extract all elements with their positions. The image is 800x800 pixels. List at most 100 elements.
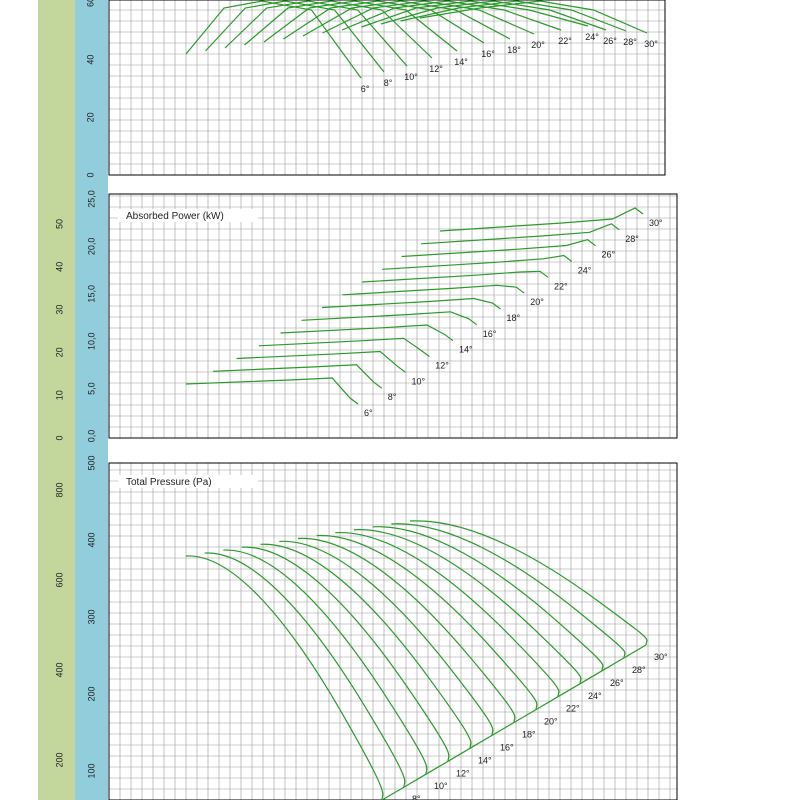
series-label: 18° <box>522 730 536 740</box>
series-line <box>241 546 450 762</box>
outer-axis-tick-label: 30 <box>54 305 64 315</box>
series-label: 16° <box>483 329 497 339</box>
inner-axis-tick-label: 20,0 <box>86 238 96 256</box>
series-line <box>302 0 511 40</box>
series-label: 6° <box>361 84 370 94</box>
title-background <box>118 209 258 222</box>
series-line <box>224 0 408 67</box>
inner-axis-tick-label: 500 <box>86 455 96 470</box>
series-label: 16° <box>481 49 495 59</box>
inner-axis-tick-label: 20 <box>85 112 95 122</box>
series-label: 22° <box>566 704 580 714</box>
inner-axis-tick-label: 200 <box>86 686 96 701</box>
series-line <box>301 311 478 326</box>
series-line <box>362 270 549 283</box>
series-label: 28° <box>625 234 639 244</box>
series-label: 12° <box>435 361 449 371</box>
series-label: 14° <box>478 755 492 765</box>
outer-axis-tick-label: 20 <box>54 347 64 357</box>
series-label: 10° <box>404 72 418 82</box>
outer-axis-band <box>38 0 75 800</box>
title-background <box>118 475 258 488</box>
absorbed-power-chart: 0,0 5,0 10,0 15,0 20,0 25,0 0 10 20 30 40 50 Absorbe… <box>54 190 678 442</box>
series-line <box>401 239 596 258</box>
series-line <box>400 0 627 32</box>
series-line <box>419 0 648 34</box>
series-line <box>279 540 494 736</box>
series-line <box>297 537 516 723</box>
series-line <box>204 552 406 788</box>
inner-axis-tick-label: 400 <box>86 532 96 547</box>
series-label: 26° <box>610 678 624 688</box>
outer-axis-tick-label: 10 <box>54 390 64 400</box>
outer-axis-tick-label: 40 <box>54 262 64 272</box>
series-label: 18° <box>507 45 521 55</box>
series-label: 30° <box>649 218 663 228</box>
inner-axis-tick-label: 10,0 <box>86 332 96 350</box>
plot-border <box>108 462 678 800</box>
inner-axis-tick-label: 300 <box>86 609 96 624</box>
series-line <box>372 526 604 671</box>
inner-axis-tick-label: 5,0 <box>86 382 96 395</box>
efficiency-chart: 0 20 40 60 6° 8° 10° 12° 14° 16° 18° 20° 22° 24° 26° 28… <box>85 0 666 178</box>
inner-axis-tick-label: 60 <box>85 0 95 7</box>
series-line <box>213 364 383 389</box>
series-line <box>185 0 362 79</box>
series-label: 14° <box>454 57 468 67</box>
outer-axis-tick-label: 200 <box>54 752 64 767</box>
series-label: 16° <box>500 742 514 752</box>
inner-axis-tick-label: 25,0 <box>86 190 96 208</box>
chart-title: Total Pressure (Pa) <box>126 477 212 488</box>
series-line <box>439 207 644 232</box>
series-line <box>283 0 485 44</box>
outer-axis-tick-label: 600 <box>54 572 64 587</box>
outer-axis-tick-label: 800 <box>54 482 64 497</box>
series-label: 8° <box>412 794 421 800</box>
series-line <box>382 254 573 270</box>
plot-border <box>108 0 666 176</box>
series-line <box>244 0 433 59</box>
series-line <box>223 549 428 775</box>
series-line <box>280 324 454 342</box>
series-line <box>353 529 582 684</box>
series-line <box>420 223 620 245</box>
series-line <box>205 0 385 73</box>
series-label: 8° <box>388 392 397 402</box>
series-line <box>322 0 535 35</box>
series-label: 28° <box>632 665 646 675</box>
series-label: 24° <box>585 32 599 42</box>
series-label: 8° <box>384 78 393 88</box>
series-label: 20° <box>531 40 545 50</box>
series-line <box>263 0 458 52</box>
series-label: 22° <box>554 281 568 291</box>
inner-axis-tick-label: 15,0 <box>86 285 96 303</box>
series-line <box>342 284 525 296</box>
series-label: 22° <box>558 36 572 46</box>
plot-border <box>108 193 678 439</box>
series-label: 20° <box>530 297 544 307</box>
operating-limit-line <box>381 644 647 800</box>
chart-title: Absorbed Power (kW) <box>126 211 224 222</box>
series-label: 26° <box>602 250 616 260</box>
series-line <box>236 350 406 373</box>
series-label: 12° <box>429 64 443 74</box>
series-line <box>380 0 607 31</box>
series-line <box>391 523 626 658</box>
series-line <box>185 377 359 405</box>
outer-axis-tick-label: 0 <box>54 435 64 440</box>
series-label: 12° <box>456 768 470 778</box>
series-label: 24° <box>578 266 592 276</box>
outer-axis-tick-label: 50 <box>54 219 64 229</box>
series-line <box>341 0 562 31</box>
series-label: 18° <box>507 313 521 323</box>
inner-axis-tick-label: 0 <box>85 172 95 177</box>
series-line <box>260 543 472 749</box>
series-line <box>409 520 648 646</box>
series-label: 26° <box>603 36 617 46</box>
series-label: 14° <box>459 345 473 355</box>
total-pressure-chart: 100 200 300 400 500 200 400 600 800 Total Pressur… <box>54 455 678 800</box>
series-label: 10° <box>412 376 426 386</box>
series-label: 28° <box>623 37 637 47</box>
series-line <box>322 297 501 310</box>
